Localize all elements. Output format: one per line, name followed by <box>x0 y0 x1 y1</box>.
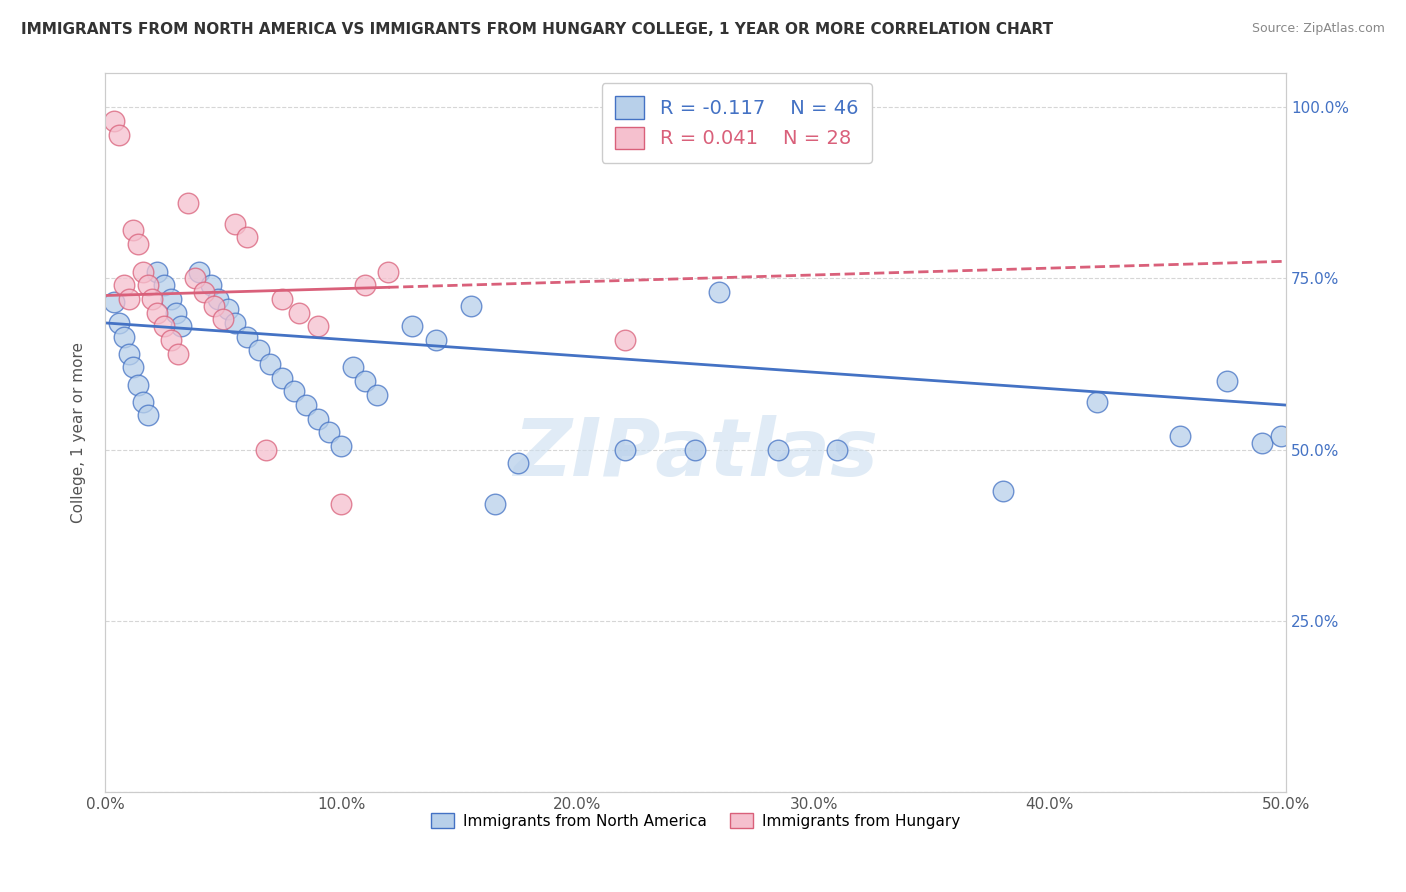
Point <box>353 374 375 388</box>
Point <box>103 295 125 310</box>
Point <box>122 223 145 237</box>
Point <box>318 425 340 440</box>
Text: IMMIGRANTS FROM NORTH AMERICA VS IMMIGRANTS FROM HUNGARY COLLEGE, 1 YEAR OR MORE: IMMIGRANTS FROM NORTH AMERICA VS IMMIGRA… <box>21 22 1053 37</box>
Point <box>127 377 149 392</box>
Point <box>287 305 309 319</box>
Point <box>117 292 139 306</box>
Point <box>707 285 730 299</box>
Point <box>1270 429 1292 443</box>
Point <box>235 230 257 244</box>
Text: ZIPatlas: ZIPatlas <box>513 415 877 493</box>
Point <box>825 442 848 457</box>
Point <box>1216 374 1239 388</box>
Point <box>217 302 239 317</box>
Point <box>160 292 183 306</box>
Point <box>330 439 353 453</box>
Point <box>153 319 176 334</box>
Point <box>401 319 423 334</box>
Point <box>202 299 225 313</box>
Point <box>112 278 135 293</box>
Point <box>165 305 187 319</box>
Point <box>136 278 159 293</box>
Point <box>141 292 163 306</box>
Point <box>212 312 235 326</box>
Point <box>484 497 506 511</box>
Point <box>1251 435 1274 450</box>
Point <box>127 237 149 252</box>
Point <box>613 442 636 457</box>
Point <box>108 128 131 142</box>
Point <box>160 333 183 347</box>
Point <box>366 388 388 402</box>
Point <box>193 285 215 299</box>
Point <box>176 196 198 211</box>
Point <box>235 329 257 343</box>
Point <box>685 442 707 457</box>
Point <box>112 329 135 343</box>
Point <box>136 409 159 423</box>
Point <box>460 299 482 313</box>
Point <box>508 456 530 470</box>
Point <box>167 347 190 361</box>
Point <box>425 333 447 347</box>
Point <box>188 264 211 278</box>
Legend: Immigrants from North America, Immigrants from Hungary: Immigrants from North America, Immigrant… <box>425 806 966 835</box>
Point <box>342 360 364 375</box>
Point <box>259 357 281 371</box>
Point <box>146 305 169 319</box>
Point <box>307 411 329 425</box>
Text: Source: ZipAtlas.com: Source: ZipAtlas.com <box>1251 22 1385 36</box>
Point <box>169 319 191 334</box>
Point <box>184 271 207 285</box>
Point <box>108 316 131 330</box>
Point <box>307 319 329 334</box>
Point <box>353 278 375 293</box>
Point <box>117 347 139 361</box>
Point <box>207 292 229 306</box>
Point <box>200 278 222 293</box>
Point <box>146 264 169 278</box>
Point <box>271 292 294 306</box>
Point <box>1168 429 1191 443</box>
Point <box>132 394 155 409</box>
Y-axis label: College, 1 year or more: College, 1 year or more <box>72 342 86 523</box>
Point <box>991 483 1014 498</box>
Point <box>377 264 399 278</box>
Point <box>271 370 294 384</box>
Point <box>254 442 277 457</box>
Point <box>330 497 353 511</box>
Point <box>1085 394 1108 409</box>
Point <box>766 442 789 457</box>
Point <box>613 333 636 347</box>
Point <box>224 217 246 231</box>
Point <box>103 114 125 128</box>
Point <box>294 398 316 412</box>
Point <box>132 264 155 278</box>
Point <box>247 343 270 358</box>
Point <box>122 360 145 375</box>
Point <box>283 384 305 399</box>
Point <box>224 316 246 330</box>
Point <box>153 278 176 293</box>
